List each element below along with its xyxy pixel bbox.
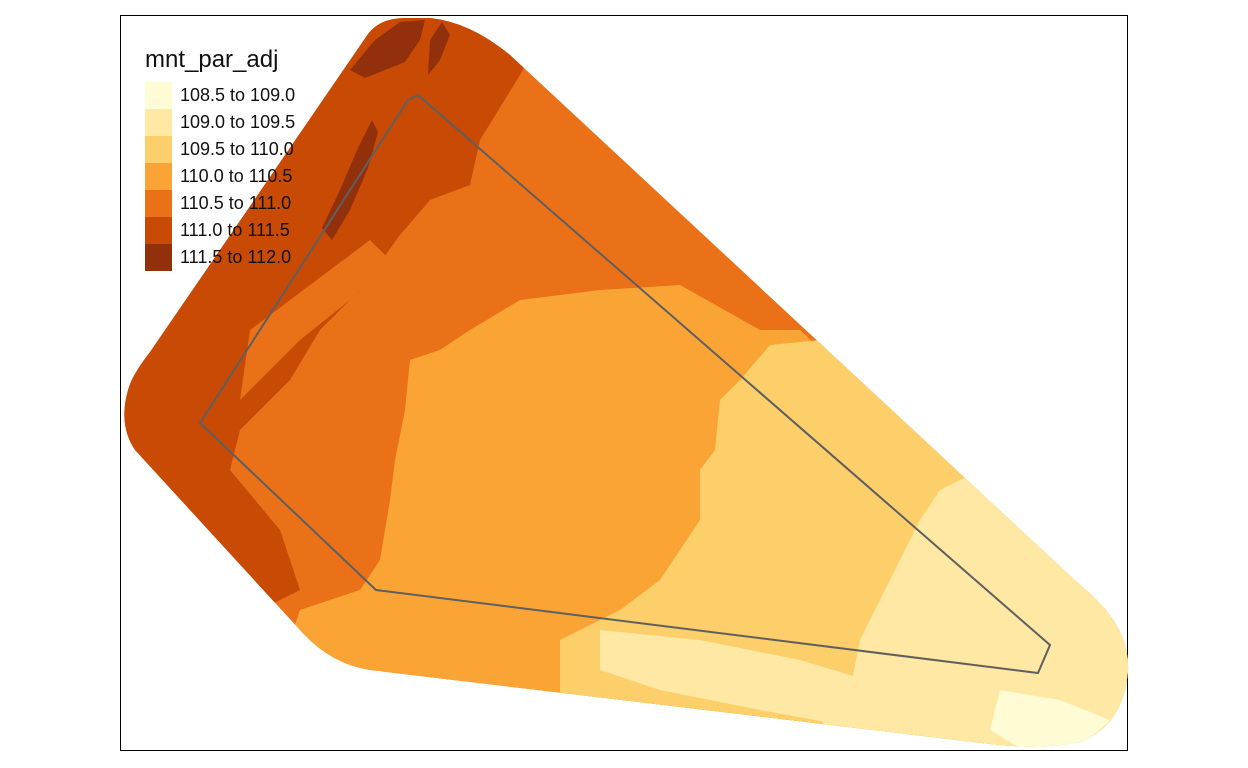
legend-label: 109.0 to 109.5 bbox=[180, 112, 296, 132]
legend-swatch bbox=[145, 82, 172, 109]
legend-item: 109.0 to 109.5 bbox=[145, 109, 295, 136]
zone-108-5-109-0 bbox=[990, 690, 1110, 747]
legend-label: 111.5 to 112.0 bbox=[180, 247, 292, 267]
legend-item: 110.5 to 111.0 bbox=[145, 190, 295, 217]
zone-109-0-109-5-strip bbox=[600, 630, 1000, 740]
zone-111-5-112-0-streak-left bbox=[428, 22, 450, 75]
map-frame bbox=[120, 15, 1128, 751]
legend-swatch bbox=[145, 244, 172, 271]
legend-item: 111.0 to 111.5 bbox=[145, 217, 295, 244]
legend: mnt_par_adj 108.5 to 109.0 109.0 to 109.… bbox=[145, 46, 295, 271]
legend-label: 109.5 to 110.0 bbox=[180, 139, 294, 159]
legend-item: 109.5 to 110.0 bbox=[145, 136, 295, 163]
legend-title: mnt_par_adj bbox=[145, 46, 279, 73]
zone-111-5-112-0-streak-top bbox=[350, 20, 425, 78]
zone-110-5-111-0-inner-lobe bbox=[240, 240, 390, 400]
legend-item: 108.5 to 109.0 bbox=[145, 82, 295, 109]
legend-label: 111.0 to 111.5 bbox=[180, 220, 290, 240]
legend-swatch bbox=[145, 217, 172, 244]
legend-label: 108.5 to 109.0 bbox=[180, 85, 296, 105]
legend-item: 111.5 to 112.0 bbox=[145, 244, 295, 271]
parcel-boundary bbox=[198, 93, 1052, 675]
legend-swatch bbox=[145, 109, 172, 136]
legend-swatch bbox=[145, 163, 172, 190]
legend-label: 110.5 to 111.0 bbox=[180, 193, 292, 213]
legend-swatch bbox=[145, 136, 172, 163]
legend-swatch bbox=[145, 190, 172, 217]
legend-label: 110.0 to 110.5 bbox=[180, 166, 293, 186]
legend-item: 110.0 to 110.5 bbox=[145, 163, 295, 190]
